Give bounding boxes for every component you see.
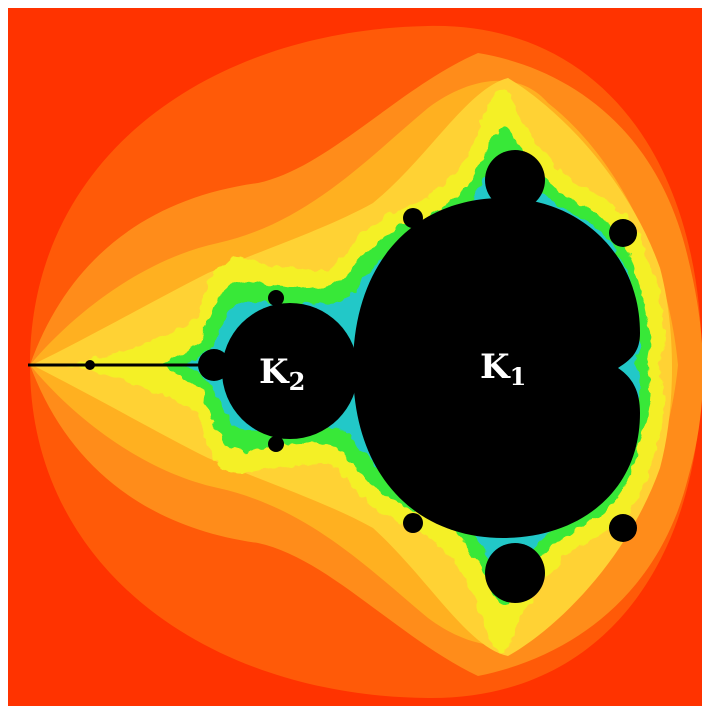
bottom-right-bulb	[609, 514, 637, 542]
bottom-left-bulb	[403, 513, 423, 533]
label-k2: K2	[259, 352, 305, 396]
k2-bottom-bulb	[268, 436, 284, 452]
label-k1-main: K	[480, 347, 511, 387]
top-bulb	[485, 150, 545, 210]
mandelbrot-figure: K2 K1	[8, 8, 702, 706]
bottom-bulb	[485, 543, 545, 603]
mini-bulb-far	[85, 360, 95, 370]
k2-top-bulb	[268, 290, 284, 306]
mandelbrot-set	[28, 150, 640, 603]
top-left-bulb	[403, 208, 423, 228]
label-k1: K1	[480, 347, 526, 391]
k2-bulb	[222, 303, 358, 439]
label-k2-sub: 2	[289, 367, 306, 396]
mandelbrot-svg: K2 K1	[8, 8, 702, 706]
k1-cardioid	[353, 198, 640, 538]
label-k2-main: K	[259, 352, 290, 392]
label-k1-sub: 1	[510, 362, 527, 391]
mini-bulb-near	[198, 349, 230, 381]
top-right-bulb	[609, 219, 637, 247]
